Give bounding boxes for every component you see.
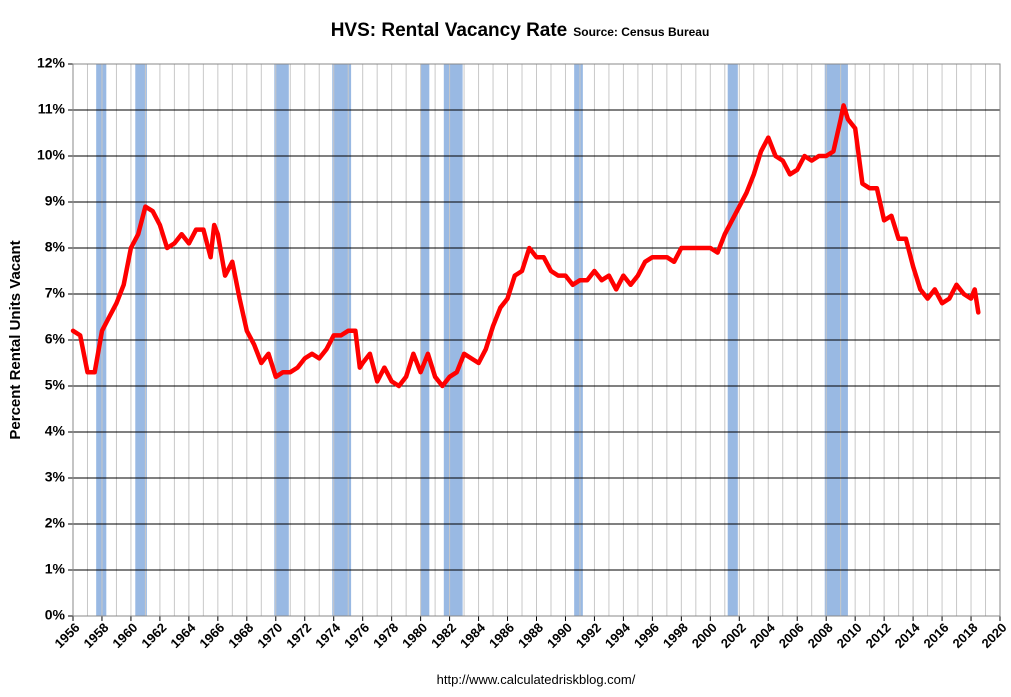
y-tick-label: 6% (45, 331, 66, 347)
title: HVS: Rental Vacancy Rate (331, 20, 568, 41)
y-tick-label: 2% (45, 515, 66, 531)
y-tick-label: 12% (37, 55, 66, 71)
y-tick-label: 11% (38, 101, 66, 117)
y-tick-label: 0% (45, 607, 66, 623)
y-tick-label: 7% (45, 285, 66, 301)
source-url: http://www.calculatedriskblog.com/ (437, 672, 636, 687)
chart-title: HVS: Rental Vacancy Rate Source: Census B… (331, 20, 710, 41)
y-tick-label: 4% (45, 423, 66, 439)
subtitle: Source: Census Bureau (573, 25, 709, 39)
y-tick-label: 9% (45, 193, 66, 209)
y-tick-label: 10% (37, 147, 66, 163)
y-tick-label: 5% (45, 377, 66, 393)
y-tick-label: 3% (45, 469, 66, 485)
y-tick-label: 1% (45, 561, 66, 577)
data-line (70, 103, 981, 389)
y-tick-label: 8% (45, 239, 66, 255)
plot-frame (72, 63, 1001, 617)
y-axis-label: Percent Rental Units Vacant (7, 240, 24, 439)
